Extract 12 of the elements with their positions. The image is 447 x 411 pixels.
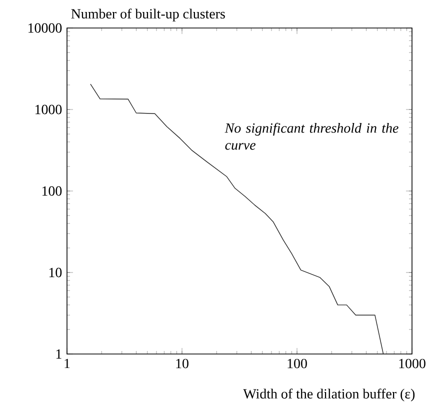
x-tick-label: 1 — [64, 358, 70, 368]
x-axis-title: Width of the dilation buffer (ε) — [243, 388, 415, 402]
annotation: No significant threshold in the curve — [224, 122, 398, 150]
y-tick-label: 1000 — [35, 104, 62, 114]
y-tick-label: 10000 — [28, 23, 62, 33]
y-tick-label: 100 — [42, 186, 62, 196]
y-axis-title: Number of built-up clusters — [71, 8, 225, 22]
x-tick-label: 10 — [176, 358, 188, 368]
x-tick-label: 100 — [288, 358, 307, 368]
y-tick-label: 10 — [49, 268, 62, 278]
y-tick-label: 1 — [56, 349, 62, 359]
x-tick-label: 1000 — [399, 358, 426, 368]
